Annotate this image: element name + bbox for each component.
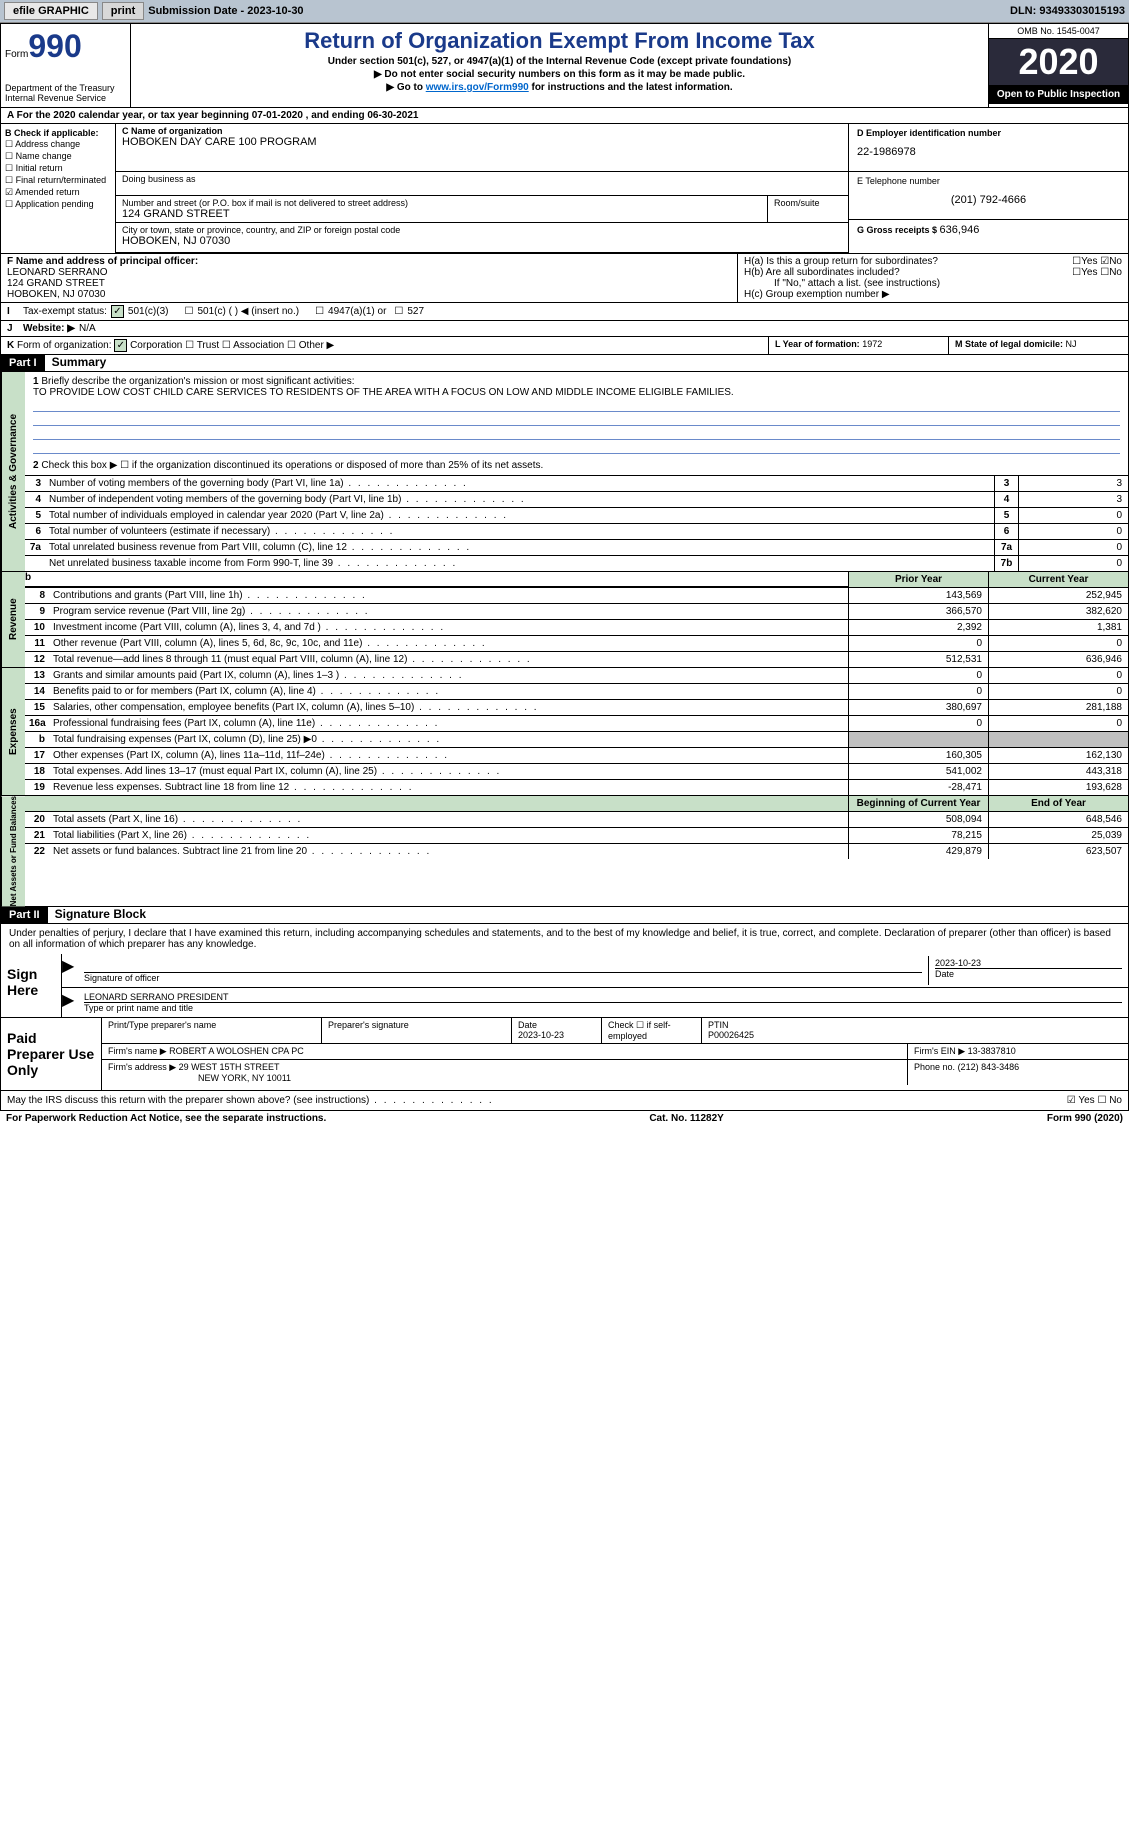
line-k-l-m: K Form of organization: ✓ Corporation ☐ … (0, 337, 1129, 355)
irs-link[interactable]: www.irs.gov/Form990 (426, 82, 529, 93)
form-subtitle: Under section 501(c), 527, or 4947(a)(1)… (135, 56, 984, 67)
phone-value: (201) 792-4666 (857, 194, 1120, 206)
room-label: Room/suite (774, 198, 842, 208)
table-row: 18Total expenses. Add lines 13–17 (must … (25, 763, 1128, 779)
netassets-tab: Net Assets or Fund Balances (1, 796, 25, 906)
table-row: 13Grants and similar amounts paid (Part … (25, 668, 1128, 683)
table-row: 17Other expenses (Part IX, column (A), l… (25, 747, 1128, 763)
city-label: City or town, state or province, country… (122, 225, 842, 235)
officer-addr1: 124 GRAND STREET (7, 278, 731, 289)
addr-label: Number and street (or P.O. box if mail i… (122, 198, 761, 208)
ha-label: H(a) Is this a group return for subordin… (744, 256, 938, 267)
line-a: A For the 2020 calendar year, or tax yea… (0, 108, 1129, 124)
org-address: 124 GRAND STREET (122, 208, 761, 220)
expenses-section: Expenses 13Grants and similar amounts pa… (0, 668, 1129, 796)
org-name-label: C Name of organization (122, 126, 842, 136)
entity-grid: B Check if applicable: ☐ Address change … (0, 124, 1129, 254)
table-row: 14Benefits paid to or for members (Part … (25, 683, 1128, 699)
hb-note: If "No," attach a list. (see instruction… (744, 278, 1122, 289)
dba-label: Doing business as (122, 174, 842, 184)
line-j: J Website: ▶ N/A (0, 321, 1129, 337)
mission-description: TO PROVIDE LOW COST CHILD CARE SERVICES … (33, 387, 1120, 398)
table-row: 3Number of voting members of the governi… (25, 475, 1128, 491)
officer-addr2: HOBOKEN, NJ 07030 (7, 289, 731, 300)
bottom-bar: For Paperwork Reduction Act Notice, see … (0, 1111, 1129, 1126)
part-1-header: Part I Summary (0, 355, 1129, 372)
signature-section: Under penalties of perjury, I declare th… (0, 924, 1129, 1018)
expenses-tab: Expenses (1, 668, 25, 795)
table-row: 19Revenue less expenses. Subtract line 1… (25, 779, 1128, 795)
preparer-section: Paid Preparer Use Only Print/Type prepar… (0, 1018, 1129, 1091)
efile-button[interactable]: efile GRAPHIC (4, 2, 98, 20)
table-row: Net unrelated business taxable income fr… (25, 555, 1128, 571)
form-note-1: ▶ Do not enter social security numbers o… (135, 69, 984, 80)
table-row: 6Total number of volunteers (estimate if… (25, 523, 1128, 539)
preparer-label: Paid Preparer Use Only (1, 1018, 101, 1090)
revenue-section: Revenue bPrior YearCurrent Year 8Contrib… (0, 572, 1129, 668)
revenue-tab: Revenue (1, 572, 25, 667)
receipts-label: G Gross receipts $ (857, 225, 940, 235)
table-row: 7aTotal unrelated business revenue from … (25, 539, 1128, 555)
governance-section: Activities & Governance 1 Briefly descri… (0, 372, 1129, 572)
org-city: HOBOKEN, NJ 07030 (122, 235, 842, 247)
ein-value: 22-1986978 (857, 146, 1120, 158)
form-word: Form (5, 49, 28, 60)
table-row: 12Total revenue—add lines 8 through 11 (… (25, 651, 1128, 667)
toolbar: efile GRAPHIC print Submission Date - 20… (0, 0, 1129, 23)
table-row: 20Total assets (Part X, line 16)508,0946… (25, 812, 1128, 827)
table-row: 22Net assets or fund balances. Subtract … (25, 843, 1128, 859)
dln: DLN: 93493303015193 (1010, 5, 1125, 17)
form-number: 990 (28, 28, 81, 64)
officer-label: F Name and address of principal officer: (7, 256, 731, 267)
receipts-value: 636,946 (940, 224, 980, 236)
table-row: 21Total liabilities (Part X, line 26)78,… (25, 827, 1128, 843)
box-b: B Check if applicable: ☐ Address change … (1, 124, 116, 253)
table-row: 16aProfessional fundraising fees (Part I… (25, 715, 1128, 731)
sign-here-label: Sign Here (1, 954, 61, 1017)
inspection-notice: Open to Public Inspection (989, 85, 1128, 104)
table-row: 5Total number of individuals employed in… (25, 507, 1128, 523)
part-2-header: Part II Signature Block (0, 907, 1129, 924)
netassets-section: Net Assets or Fund Balances Beginning of… (0, 796, 1129, 907)
table-row: 11Other revenue (Part VIII, column (A), … (25, 635, 1128, 651)
hc-label: H(c) Group exemption number ▶ (744, 289, 1122, 300)
phone-label: E Telephone number (857, 176, 1120, 186)
form-title: Return of Organization Exempt From Incom… (135, 28, 984, 54)
governance-tab: Activities & Governance (1, 372, 25, 571)
tax-year: 2020 (989, 39, 1128, 85)
hb-label: H(b) Are all subordinates included? (744, 267, 900, 278)
org-name: HOBOKEN DAY CARE 100 PROGRAM (122, 136, 842, 148)
print-button[interactable]: print (102, 2, 144, 20)
penalty-text: Under penalties of perjury, I declare th… (1, 924, 1128, 954)
table-row: bTotal fundraising expenses (Part IX, co… (25, 731, 1128, 747)
department: Department of the Treasury Internal Reve… (5, 83, 126, 103)
form-note-2: ▶ Go to www.irs.gov/Form990 for instruct… (135, 82, 984, 93)
form-header: Form990 Department of the Treasury Inter… (0, 23, 1129, 108)
officer-h-grid: F Name and address of principal officer:… (0, 254, 1129, 303)
ein-label: D Employer identification number (857, 128, 1120, 138)
table-row: 4Number of independent voting members of… (25, 491, 1128, 507)
table-row: 10Investment income (Part VIII, column (… (25, 619, 1128, 635)
table-row: 15Salaries, other compensation, employee… (25, 699, 1128, 715)
omb-number: OMB No. 1545-0047 (989, 24, 1128, 39)
table-row: 9Program service revenue (Part VIII, lin… (25, 603, 1128, 619)
line-i: I Tax-exempt status: ✓501(c)(3) ☐501(c) … (0, 303, 1129, 321)
table-row: 8Contributions and grants (Part VIII, li… (25, 588, 1128, 603)
officer-name: LEONARD SERRANO (7, 267, 731, 278)
discuss-row: May the IRS discuss this return with the… (0, 1091, 1129, 1111)
submission-label: Submission Date - 2023-10-30 (148, 5, 303, 17)
